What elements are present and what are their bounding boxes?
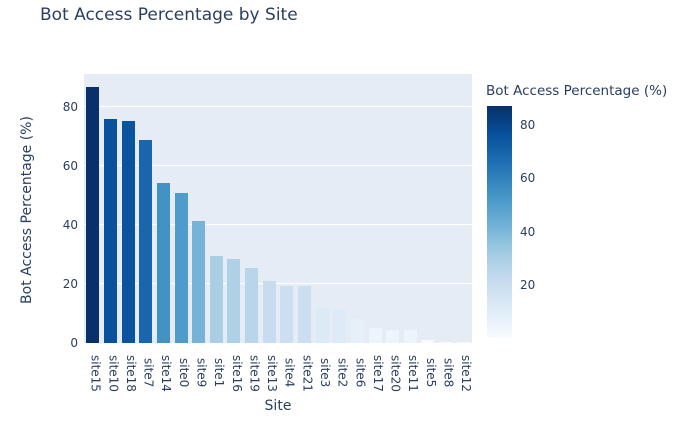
x-tick-site7: site7 [141,358,156,388]
bar-site20[interactable] [386,329,400,343]
x-tick-site20: site20 [388,354,403,392]
bar-site15[interactable] [86,86,100,343]
x-tick-site1: site1 [212,358,227,388]
bar-slot-site21 [296,74,314,343]
x-tick-site0: site0 [176,358,191,388]
y-tick-40: 40 [62,218,78,233]
bar-slot-site0 [172,74,190,343]
bar-slot-site8 [437,74,455,343]
x-tick-site18: site18 [123,354,138,392]
x-tick-site3: site3 [317,358,332,388]
y-tick-0: 0 [70,336,78,350]
colorbar-tick-20: 20 [520,278,536,293]
chart-title: Bot Access Percentage by Site [40,5,298,25]
bar-slot-site20 [384,74,402,343]
bar-slot-site5 [419,74,437,343]
bar-site16[interactable] [227,259,241,343]
bar-slot-site7 [137,74,155,343]
bar-slot-site15 [84,74,102,343]
plot-area [84,74,472,343]
x-tick-site8: site8 [441,358,456,388]
bar-site6[interactable] [350,319,364,343]
x-tick-site16: site16 [229,354,244,392]
bar-slot-site12 [454,74,472,343]
bar-site18[interactable] [121,120,135,343]
y-tick-60: 60 [62,159,78,174]
y-tick-20: 20 [62,277,78,292]
bar-site4[interactable] [280,285,294,343]
bar-site7[interactable] [139,139,153,343]
bar-site19[interactable] [245,267,259,343]
colorbar-title: Bot Access Percentage (%) [486,83,668,99]
x-tick-site2: site2 [335,358,350,388]
bar-slot-site19 [243,74,261,343]
bar-slot-site10 [102,74,120,343]
x-tick-site9: site9 [194,358,209,388]
bar-slot-site14 [155,74,173,343]
bar-site5[interactable] [421,340,435,343]
gridline-20 [84,283,472,285]
y-tick-80: 80 [62,100,78,115]
bar-site14[interactable] [156,182,170,343]
x-tick-site6: site6 [353,358,368,388]
bar-slot-site3 [313,74,331,343]
x-axis-ticks: site15 site10 site18 site7 site14 site0 site9 s… [84,347,474,399]
bar-site11[interactable] [403,329,417,343]
y-axis-title: Bot Access Percentage (%) [19,116,35,304]
x-tick-site12: site12 [459,354,474,392]
x-axis-title: Site [264,398,292,414]
x-tick-site15: site15 [88,354,103,392]
x-tick-site13: site13 [265,354,280,392]
bar-site21[interactable] [298,285,311,343]
x-tick-site5: site5 [423,358,438,388]
bar-site13[interactable] [262,281,276,343]
colorbar-tick-80: 80 [520,117,536,132]
gridline-40 [84,224,472,226]
bar-site12[interactable] [456,342,470,343]
colorbar-tick-40: 40 [520,224,536,239]
x-tick-site4: site4 [282,358,297,388]
bar-site9[interactable] [192,220,206,343]
x-tick-site19: site19 [247,354,262,392]
bar-slot-site6 [349,74,367,343]
bar-slot-site16 [225,74,243,343]
x-tick-site21: site21 [300,354,315,392]
bar-slot-site1 [207,74,225,343]
bar-slot-site17 [366,74,384,343]
bar-site17[interactable] [368,328,382,343]
bar-site0[interactable] [174,192,188,343]
bar-slot-site13 [260,74,278,343]
bar-series [84,74,472,343]
gridline-80 [84,106,472,108]
bar-slot-site9 [190,74,208,343]
gridline-60 [84,165,472,167]
colorbar-gradient [487,106,512,338]
bar-site2[interactable] [333,309,347,343]
bar-slot-site11 [402,74,420,343]
x-tick-site17: site17 [370,354,385,392]
bar-slot-site4 [278,74,296,343]
bar-site10[interactable] [103,119,117,343]
x-tick-site10: site10 [106,354,121,392]
x-tick-site11: site11 [406,354,421,392]
bar-site8[interactable] [439,341,453,343]
bar-slot-site18 [119,74,137,343]
x-tick-site14: site14 [159,354,174,392]
bar-site1[interactable] [209,256,223,343]
bar-site3[interactable] [315,307,329,343]
bar-slot-site2 [331,74,349,343]
colorbar-tick-60: 60 [520,171,536,186]
